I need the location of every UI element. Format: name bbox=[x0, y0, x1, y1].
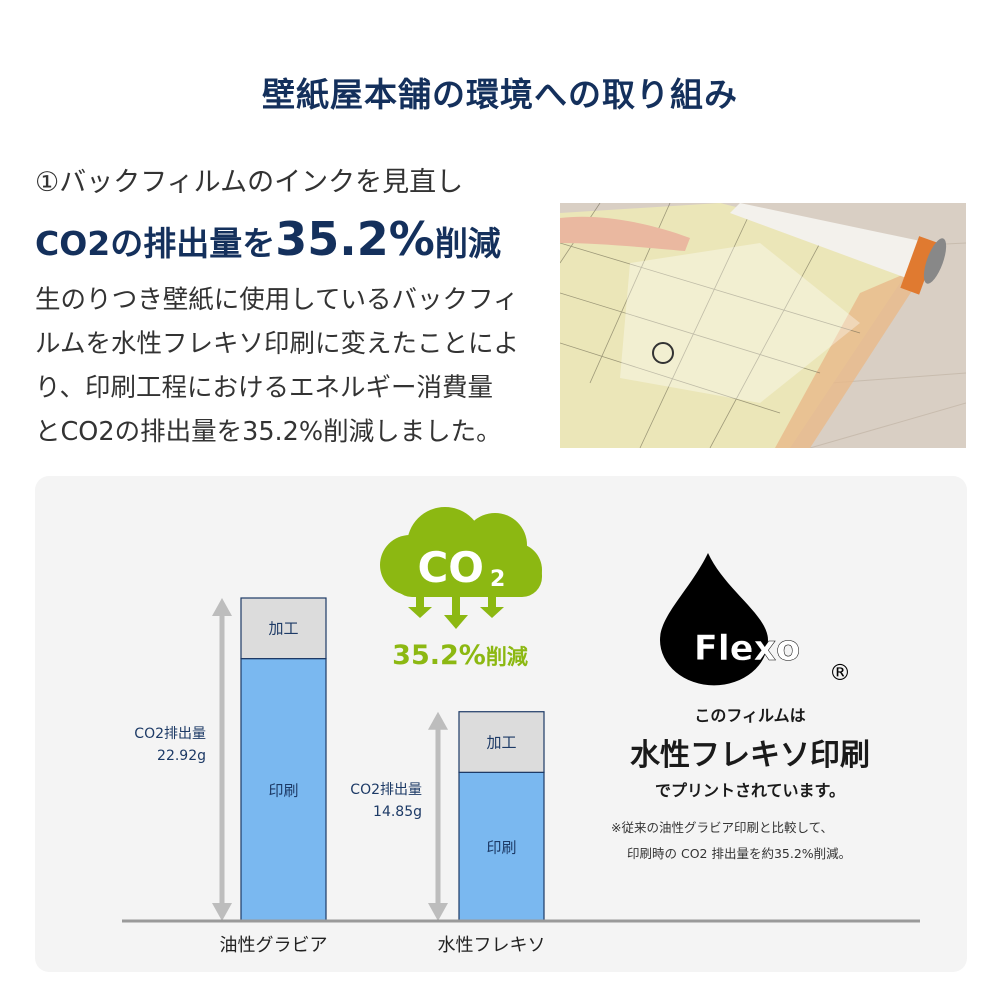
cloud-subscript: 2 bbox=[490, 567, 505, 592]
reduction-value: 35.2% bbox=[392, 640, 486, 671]
segment-label: 印刷 bbox=[486, 838, 517, 857]
reduction-badge: 35.2%削減 bbox=[360, 640, 560, 671]
bar-segment-printing bbox=[240, 657, 327, 922]
bar-segment-printing bbox=[458, 771, 545, 922]
total-value: 22.92g bbox=[157, 747, 206, 764]
info-line-3: でプリントされています。 bbox=[655, 781, 845, 800]
registered-mark: ® bbox=[829, 661, 851, 686]
total-label: CO2排出量 14.85g bbox=[318, 779, 422, 823]
total-label-name: CO2排出量 bbox=[350, 782, 422, 799]
info-line-2: 水性フレキソ印刷 bbox=[630, 738, 870, 773]
flexo-logo-text: Flexo bbox=[694, 629, 800, 669]
reduction-label: 削減 bbox=[485, 645, 528, 669]
description-line: とCO2の排出量を35.2%削減しました。 bbox=[35, 417, 502, 447]
headline-post: 削減 bbox=[434, 224, 501, 263]
product-photo bbox=[560, 203, 966, 448]
total-arrow bbox=[428, 711, 448, 921]
info-note-2: 印刷時の CO2 排出量を約35.2%削減。 bbox=[627, 846, 852, 861]
bar-segment-processing bbox=[240, 597, 327, 660]
total-value: 14.85g bbox=[373, 804, 422, 821]
category-label: 油性グラビア bbox=[219, 935, 328, 956]
bar-segment-processing bbox=[458, 711, 545, 773]
section-headline: CO2の排出量を35.2%削減 bbox=[35, 212, 501, 266]
segment-label: 印刷 bbox=[268, 781, 299, 800]
category-label: 水性フレキソ bbox=[437, 935, 546, 956]
info-line-1: このフィルムは bbox=[694, 706, 806, 725]
total-label: CO2排出量 22.92g bbox=[102, 723, 206, 767]
total-arrow bbox=[212, 598, 232, 921]
total-label-name: CO2排出量 bbox=[134, 725, 206, 742]
cloud-text: CO bbox=[417, 543, 484, 592]
segment-label: 加工 bbox=[486, 733, 517, 752]
section-description: 生のりつき壁紙に使用しているバックフィ ルムを水性フレキソ印刷に変えたことによ … bbox=[35, 278, 555, 454]
headline-value: 35.2% bbox=[275, 212, 435, 266]
headline-pre: CO2の排出量を bbox=[35, 224, 276, 263]
info-note-1: ※従来の油性グラビア印刷と比較して、 bbox=[611, 820, 833, 835]
page-title: 壁紙屋本舗の環境への取り組み bbox=[262, 75, 738, 114]
section-subtitle: ①バックフィルムのインクを見直し bbox=[35, 167, 464, 198]
flexo-drop-logo: Flexo ® bbox=[660, 553, 851, 686]
description-line: ルムを水性フレキソ印刷に変えたことによ bbox=[35, 329, 519, 359]
segment-label: 加工 bbox=[268, 619, 299, 638]
co2-cloud-icon: CO 2 bbox=[380, 507, 542, 629]
description-line: 生のりつき壁紙に使用しているバックフィ bbox=[35, 285, 519, 315]
description-line: り、印刷工程におけるエネルギー消費量 bbox=[35, 373, 493, 403]
